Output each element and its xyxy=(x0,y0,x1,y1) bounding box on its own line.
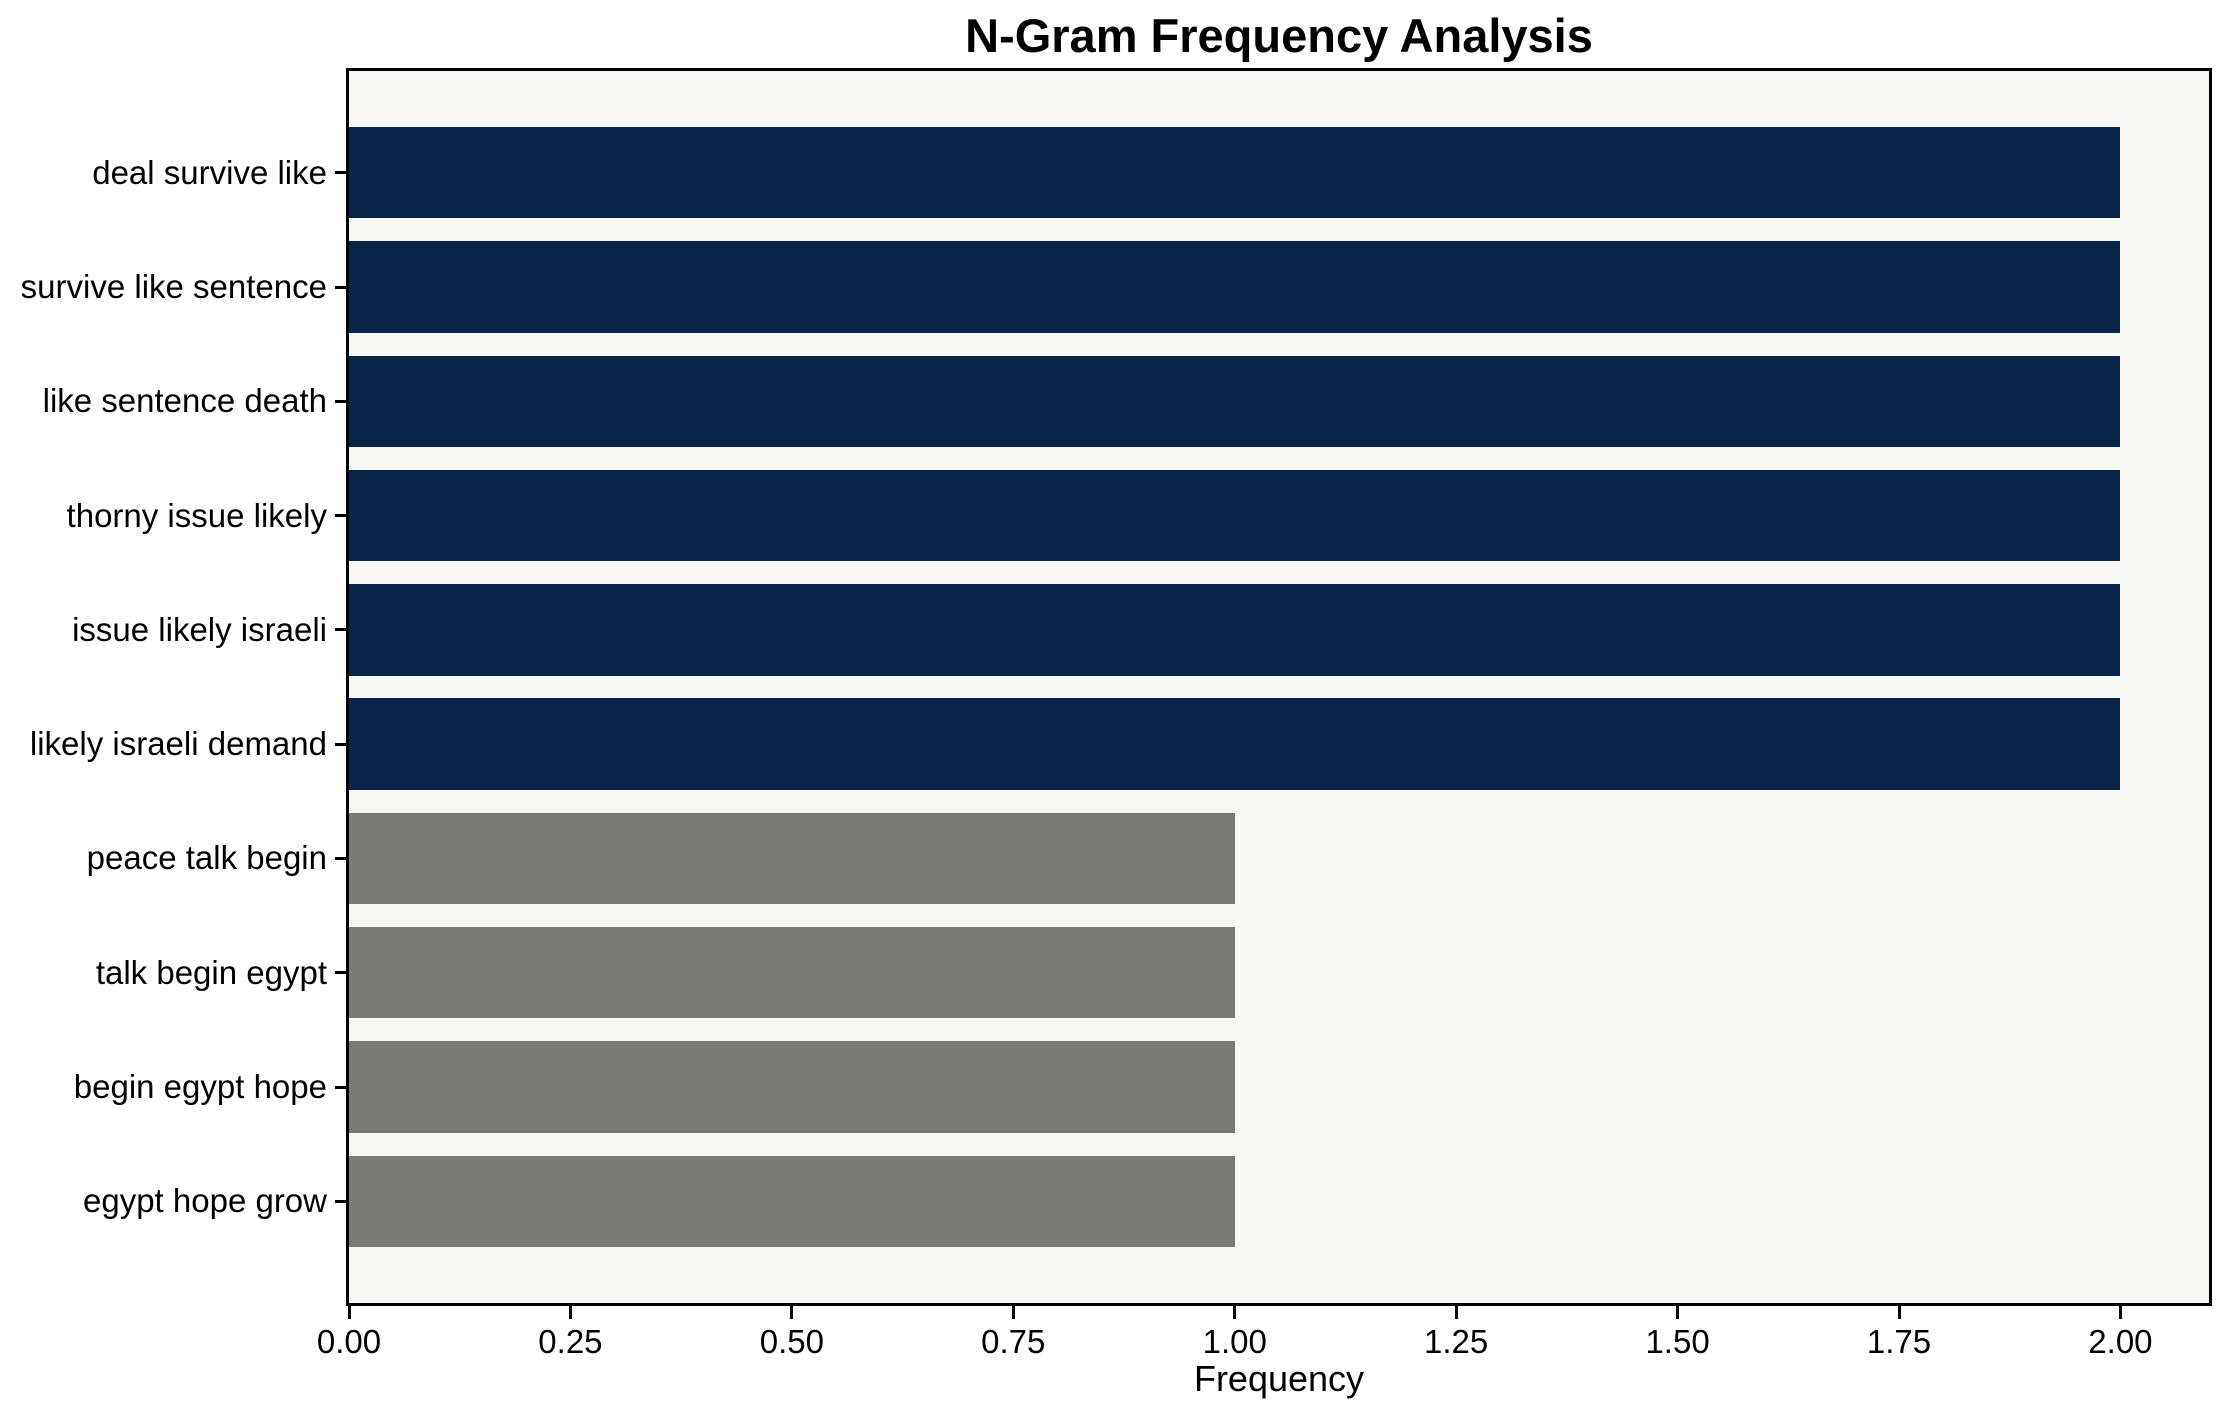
y-tick-mark xyxy=(335,971,348,975)
bar-deal-survive-like xyxy=(349,127,2121,219)
y-tick-label: thorny issue likely xyxy=(66,496,327,534)
x-tick-mark xyxy=(790,1306,794,1319)
y-tick-mark xyxy=(335,1199,348,1203)
x-tick-label: 2.00 xyxy=(2088,1323,2153,1360)
y-tick-mark xyxy=(335,399,348,403)
y-tick-mark xyxy=(335,171,348,175)
y-tick-mark xyxy=(335,742,348,746)
bar-survive-like-sentence xyxy=(349,241,2121,333)
bar-peace-talk-begin xyxy=(349,812,1235,905)
x-tick-mark xyxy=(1233,1306,1237,1319)
plot-area xyxy=(346,68,2212,1306)
y-tick-mark xyxy=(335,285,348,289)
bar-like-sentence-death xyxy=(349,355,2121,447)
bar-issue-likely-israeli xyxy=(349,584,2121,676)
y-tick-label: begin egypt hope xyxy=(73,1068,327,1105)
bar-talk-begin-egypt xyxy=(349,927,1235,1019)
y-tick-label: like sentence death xyxy=(42,382,327,420)
y-tick-mark xyxy=(335,856,348,860)
bar-egypt-hope-grow xyxy=(349,1155,1235,1247)
x-tick-label: 1.50 xyxy=(1645,1323,1710,1360)
y-tick-label: talk begin egypt xyxy=(95,953,327,991)
y-tick-label: deal survive like xyxy=(92,153,327,191)
y-tick-label: likely israeli demand xyxy=(29,725,327,763)
x-tick-mark xyxy=(1897,1306,1901,1319)
x-tick-mark xyxy=(568,1306,572,1319)
chart-title: N-Gram Frequency Analysis xyxy=(965,9,1593,62)
y-tick-mark xyxy=(335,1085,348,1089)
x-tick-mark xyxy=(347,1306,351,1319)
y-tick-mark xyxy=(335,514,348,518)
x-axis-label: Frequency xyxy=(1193,1358,1365,1399)
x-tick-label: 0.50 xyxy=(759,1323,824,1360)
x-tick-label: 0.25 xyxy=(538,1323,603,1360)
y-tick-label: peace talk begin xyxy=(86,839,327,877)
x-tick-label: 0.00 xyxy=(316,1323,382,1360)
x-tick-mark xyxy=(1454,1306,1458,1319)
y-tick-label: egypt hope grow xyxy=(82,1182,327,1220)
x-tick-label: 0.75 xyxy=(981,1323,1046,1360)
y-tick-label: issue likely israeli xyxy=(72,610,327,648)
bar-thorny-issue-likely xyxy=(349,469,2121,562)
x-tick-mark xyxy=(1011,1306,1015,1319)
x-tick-label: 1.75 xyxy=(1866,1323,1932,1360)
x-tick-mark xyxy=(2118,1306,2122,1319)
x-tick-mark xyxy=(1676,1306,1680,1319)
x-tick-label: 1.00 xyxy=(1202,1323,1267,1360)
bar-begin-egypt-hope xyxy=(349,1041,1235,1133)
bar-likely-israeli-demand xyxy=(349,698,2121,790)
y-tick-mark xyxy=(335,628,348,632)
x-tick-label: 1.25 xyxy=(1424,1323,1489,1360)
y-tick-label: survive like sentence xyxy=(20,268,327,305)
